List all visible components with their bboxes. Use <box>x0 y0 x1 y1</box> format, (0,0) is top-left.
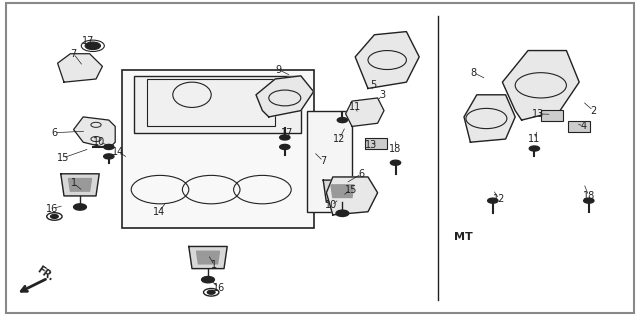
Text: 1: 1 <box>211 260 218 270</box>
Text: 17: 17 <box>280 128 293 138</box>
Text: 18: 18 <box>389 143 402 154</box>
Polygon shape <box>355 32 419 88</box>
Text: 5: 5 <box>370 80 376 90</box>
Text: MT: MT <box>454 232 473 242</box>
Polygon shape <box>68 179 92 191</box>
Text: 8: 8 <box>470 68 477 78</box>
FancyBboxPatch shape <box>568 121 590 132</box>
Text: 11: 11 <box>528 134 541 144</box>
Polygon shape <box>196 251 220 264</box>
Circle shape <box>51 215 58 218</box>
Circle shape <box>280 135 290 140</box>
Circle shape <box>104 154 114 159</box>
Text: 10: 10 <box>325 200 338 210</box>
Polygon shape <box>58 54 102 82</box>
Text: 15: 15 <box>56 153 69 163</box>
Text: 3: 3 <box>379 90 385 100</box>
Circle shape <box>336 210 349 216</box>
Text: 2: 2 <box>590 106 596 116</box>
Text: 12: 12 <box>493 194 506 204</box>
Polygon shape <box>323 180 362 202</box>
Text: 7: 7 <box>70 49 77 59</box>
Text: 18: 18 <box>582 191 595 201</box>
Circle shape <box>74 204 86 210</box>
Polygon shape <box>74 117 115 149</box>
Text: 13: 13 <box>365 140 378 150</box>
Circle shape <box>390 160 401 165</box>
Text: 17: 17 <box>82 36 95 46</box>
Text: 15: 15 <box>344 185 357 195</box>
Circle shape <box>202 276 214 283</box>
Polygon shape <box>326 177 378 215</box>
Circle shape <box>104 144 114 149</box>
Circle shape <box>280 144 290 149</box>
Circle shape <box>529 146 540 151</box>
Text: 6: 6 <box>51 128 58 138</box>
Circle shape <box>584 198 594 203</box>
Polygon shape <box>331 185 354 198</box>
Text: 16: 16 <box>46 204 59 214</box>
FancyBboxPatch shape <box>134 76 301 133</box>
Polygon shape <box>346 98 384 126</box>
Text: 6: 6 <box>358 169 365 179</box>
Text: 14: 14 <box>152 207 165 217</box>
Circle shape <box>337 118 348 123</box>
Text: FR.: FR. <box>35 265 56 283</box>
Circle shape <box>488 198 498 203</box>
Text: 14: 14 <box>112 147 125 157</box>
Polygon shape <box>464 95 515 142</box>
Text: 9: 9 <box>275 64 282 75</box>
FancyBboxPatch shape <box>541 110 563 121</box>
Polygon shape <box>61 174 99 196</box>
FancyBboxPatch shape <box>365 138 387 149</box>
Text: 4: 4 <box>580 121 587 131</box>
Polygon shape <box>502 51 579 120</box>
FancyBboxPatch shape <box>307 111 352 212</box>
Circle shape <box>85 42 100 50</box>
Text: 16: 16 <box>212 283 225 293</box>
Text: 11: 11 <box>349 102 362 112</box>
Circle shape <box>207 290 215 294</box>
Text: 7: 7 <box>320 156 326 166</box>
Text: 1: 1 <box>70 178 77 188</box>
Text: 10: 10 <box>93 137 106 147</box>
Text: 12: 12 <box>333 134 346 144</box>
FancyBboxPatch shape <box>122 70 314 228</box>
Polygon shape <box>256 76 314 117</box>
Text: 13: 13 <box>531 109 544 119</box>
Polygon shape <box>189 246 227 269</box>
